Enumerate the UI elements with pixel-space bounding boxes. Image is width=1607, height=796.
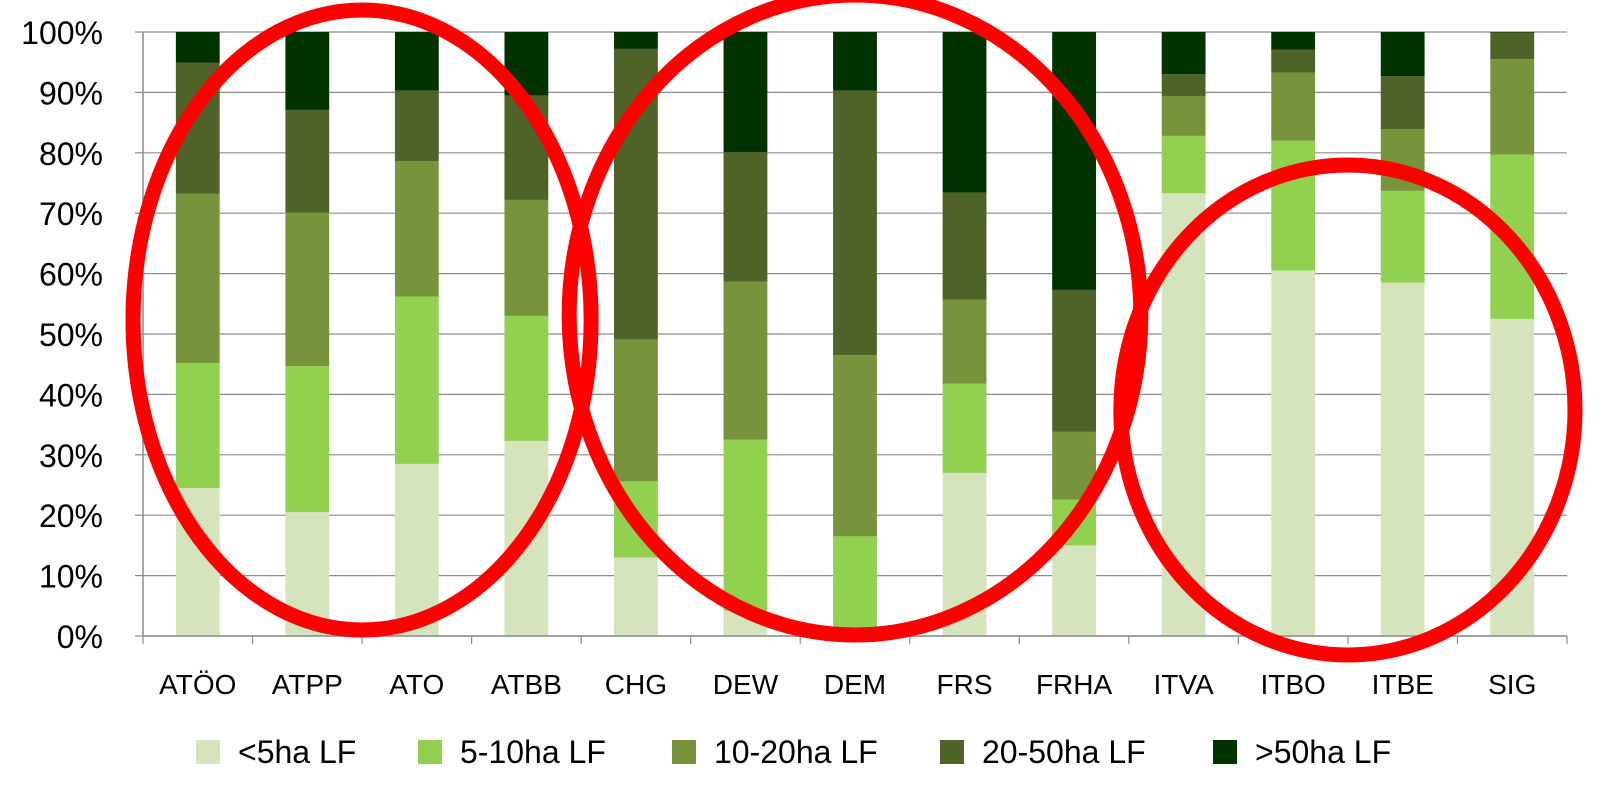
bar-segment [614, 339, 658, 482]
bar-segment [1052, 289, 1096, 432]
y-tick-label: 10% [39, 559, 103, 595]
bar-segment [394, 296, 439, 464]
legend-swatch [672, 740, 696, 764]
bar-segment [1271, 32, 1316, 50]
bar-segment [1380, 282, 1425, 636]
annotations [125, 0, 1583, 663]
bar-segment [833, 536, 877, 636]
legend-label: 5-10ha LF [460, 734, 606, 770]
y-tick-label: 70% [39, 196, 103, 232]
bar-segment [394, 32, 439, 91]
y-tick-label: 0% [57, 619, 103, 655]
legend-swatch [940, 740, 964, 764]
bar-segment [1271, 140, 1316, 271]
x-tick-label: ITVA [1154, 669, 1214, 700]
x-tick-label: ATBB [491, 669, 562, 700]
bar-segment [1271, 72, 1316, 141]
bar-segment [175, 193, 220, 363]
bar-segment [833, 355, 877, 537]
y-tick-label: 100% [21, 15, 103, 51]
y-tick-label: 50% [39, 317, 103, 353]
bar-segment [175, 362, 220, 489]
bar-segment [1161, 135, 1206, 194]
bar-segment [285, 212, 330, 367]
bar-segment [833, 32, 877, 91]
bar-segment [1490, 32, 1535, 60]
legend-label: <5ha LF [238, 734, 356, 770]
bar-segment [1161, 96, 1206, 136]
x-tick-label: FRS [937, 669, 993, 700]
bar-segment [1380, 190, 1425, 283]
bar-segment [285, 366, 330, 513]
bar-segment [723, 439, 768, 611]
bar-segment [1271, 49, 1316, 73]
bar-segment [614, 32, 658, 49]
bar-segment [1052, 545, 1096, 636]
bar-segment [723, 152, 768, 282]
bar-segment [942, 383, 987, 473]
bar-segment [614, 557, 658, 636]
bar-segment [723, 32, 768, 153]
bar-segment [942, 192, 987, 300]
legend-label: >50ha LF [1255, 734, 1391, 770]
bar-segment [942, 299, 987, 384]
bar-segment [1490, 32, 1535, 33]
axes: 0% 10% 20% 30% 40% 50% 60% 70% 80% 90% 100% ATÖO ATP… [21, 15, 1568, 700]
x-tick-label: DEM [824, 669, 886, 700]
bar-segment [285, 32, 330, 110]
legend-label: 20-50ha LF [982, 734, 1146, 770]
bar-segment [504, 315, 549, 441]
y-tick-label: 60% [39, 257, 103, 293]
bar-segment [504, 199, 549, 316]
x-tick-label: ATÖO [159, 669, 236, 700]
bar-segment [1271, 270, 1316, 636]
legend: <5ha LF 5-10ha LF 10-20ha LF 20-50ha LF >50h… [196, 734, 1391, 770]
bar-segment [1052, 32, 1096, 290]
x-tick-label: ITBO [1260, 669, 1325, 700]
bar-segment [285, 109, 330, 213]
x-tick-label: SIG [1488, 669, 1536, 700]
y-tick-label: 40% [39, 377, 103, 413]
bar-segment [1161, 32, 1206, 75]
highlight-ellipse [1113, 157, 1583, 663]
bar-segment [1380, 32, 1425, 77]
highlight-ellipse [125, 2, 599, 638]
y-tick-label: 90% [39, 75, 103, 111]
y-tick-label: 20% [39, 498, 103, 534]
bar-segment [175, 32, 220, 63]
bar-segment [394, 161, 439, 297]
bar-segment [723, 281, 768, 440]
legend-label: 10-20ha LF [714, 734, 878, 770]
x-tick-label: ITBE [1372, 669, 1434, 700]
bar-segment [1380, 76, 1425, 130]
bar-segment [1161, 74, 1206, 97]
x-tick-label: ATPP [272, 669, 343, 700]
bar-segment [394, 90, 439, 162]
legend-swatch [418, 740, 442, 764]
bar-segment [942, 32, 987, 193]
x-tick-label: ATO [389, 669, 444, 700]
bar-segment [1490, 59, 1535, 155]
bar-segment [833, 90, 877, 356]
y-tick-label: 30% [39, 438, 103, 474]
x-tick-label: FRHA [1036, 669, 1113, 700]
legend-swatch [196, 740, 220, 764]
legend-swatch [1213, 740, 1237, 764]
bars [175, 32, 1535, 636]
y-tick-label: 80% [39, 136, 103, 172]
x-tick-label: DEW [713, 669, 779, 700]
x-tick-label: CHG [605, 669, 667, 700]
